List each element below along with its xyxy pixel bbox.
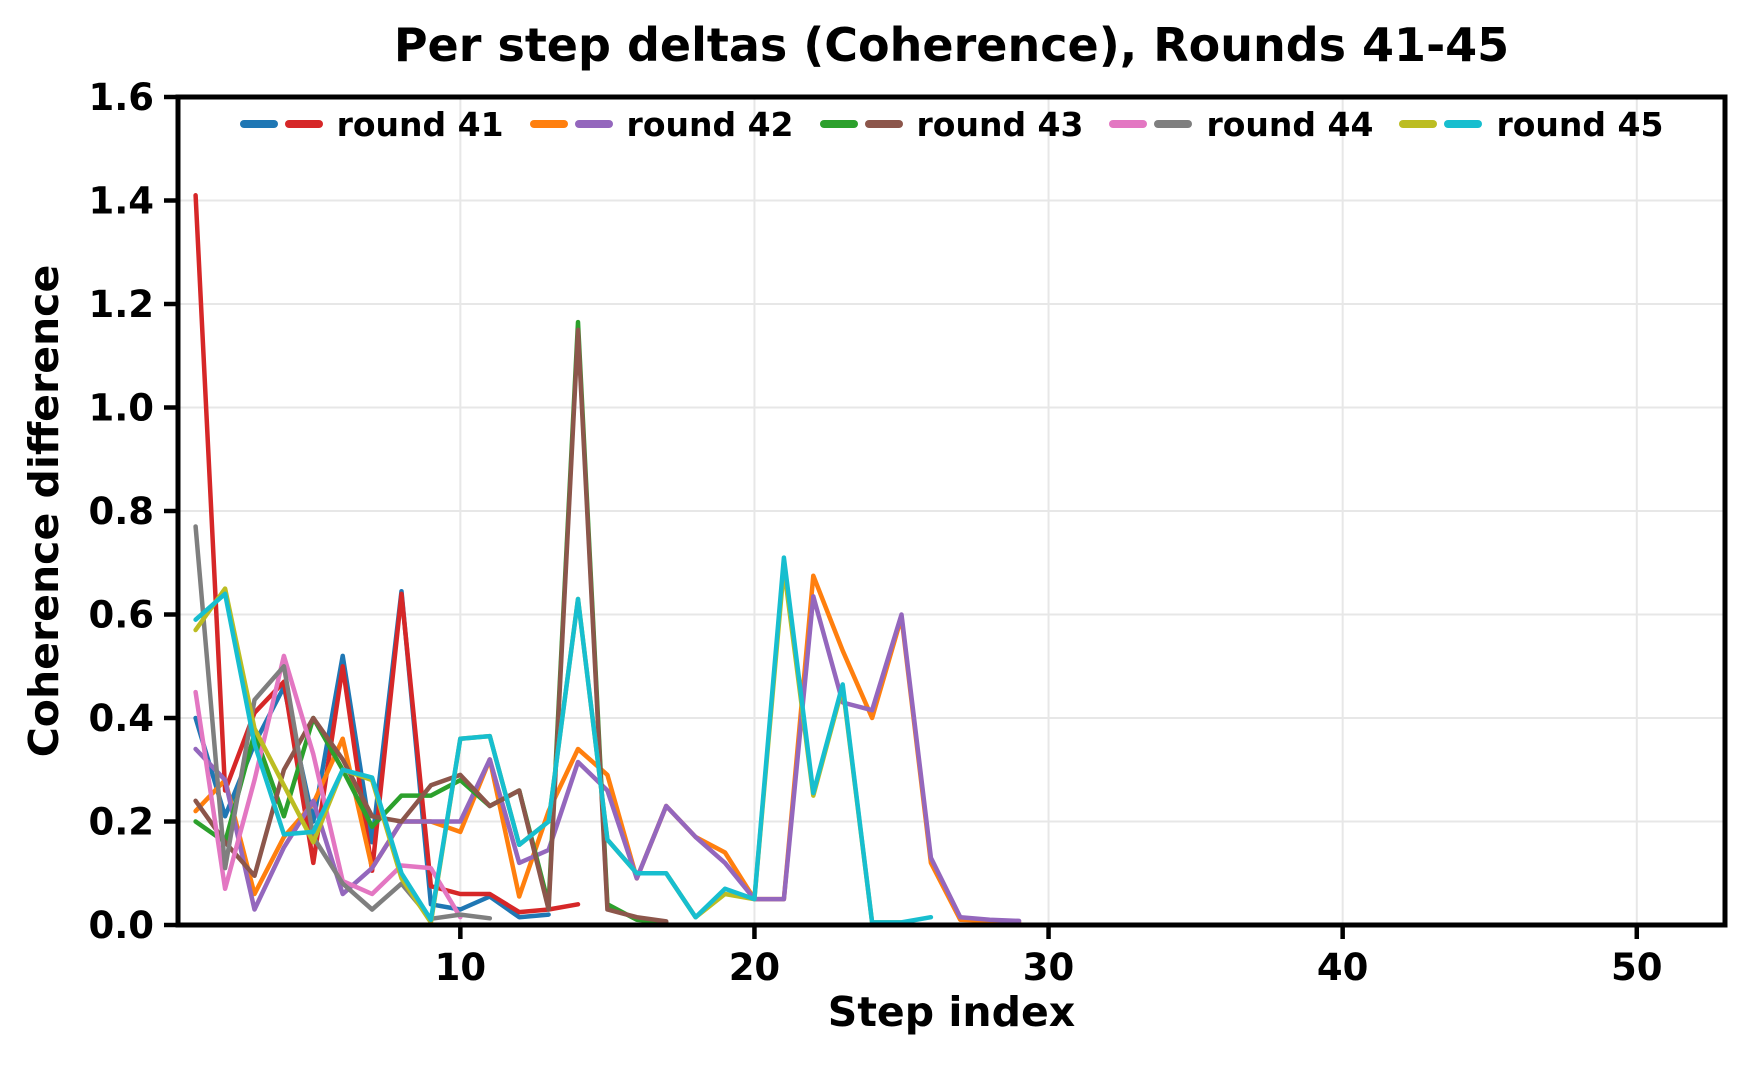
x-tick-label: 30 [1023, 946, 1075, 989]
legend-swatch [1154, 120, 1193, 128]
y-tick-label: 0.0 [88, 904, 154, 947]
series-round-43-line-2 [193, 327, 669, 924]
series-round-42-line-2 [193, 594, 1022, 924]
y-tick-label: 0.4 [88, 697, 154, 740]
x-tick-label: 40 [1317, 946, 1369, 989]
y-tick-label: 1.4 [88, 180, 154, 223]
x-tick-label: 50 [1611, 946, 1663, 989]
legend-label: round 42 [626, 104, 794, 144]
chart-title: Per step deltas (Coherence), Rounds 41-4… [393, 18, 1510, 72]
x-tick-label: 10 [435, 946, 487, 989]
series-round-44-line-1 [193, 653, 463, 920]
legend-item-round-44: round 44 [1109, 105, 1373, 144]
legend: round 41 round 42 round 43 round 44 round 45 [178, 104, 1725, 144]
legend-label: round 43 [916, 104, 1084, 144]
y-axis-label: Coherence difference [20, 264, 68, 758]
legend-swatch [239, 120, 278, 128]
legend-swatch [1399, 120, 1438, 128]
legend-swatch [1109, 120, 1148, 128]
y-tick-label: 0.8 [88, 490, 154, 533]
legend-item-round-42: round 42 [529, 104, 794, 144]
legend-swatch [1444, 120, 1483, 128]
legend-label: round 44 [1206, 104, 1374, 144]
legend-swatch [574, 120, 613, 128]
legend-item-round-41: round 41 [239, 104, 504, 144]
legend-item-round-45: round 45 [1399, 105, 1663, 144]
series-round-41-line-2 [193, 193, 581, 915]
legend-swatch [529, 120, 568, 128]
series-round-45-line-2 [193, 555, 934, 925]
y-tick-label: 1.0 [88, 387, 154, 430]
x-tick-label: 20 [729, 946, 781, 989]
x-axis-label: Step index [827, 988, 1076, 1036]
legend-swatch [819, 120, 858, 128]
y-tick-label: 0.2 [88, 801, 154, 844]
y-tick-label: 1.6 [88, 76, 154, 119]
y-tick-label: 0.6 [88, 594, 154, 637]
legend-label: round 41 [336, 104, 504, 144]
legend-label: round 45 [1496, 104, 1664, 144]
y-tick-label: 1.2 [88, 283, 154, 326]
legend-item-round-43: round 43 [819, 104, 1084, 144]
series-round-44-line-2 [193, 524, 493, 922]
legend-swatch [284, 120, 323, 128]
legend-swatch [864, 120, 903, 128]
